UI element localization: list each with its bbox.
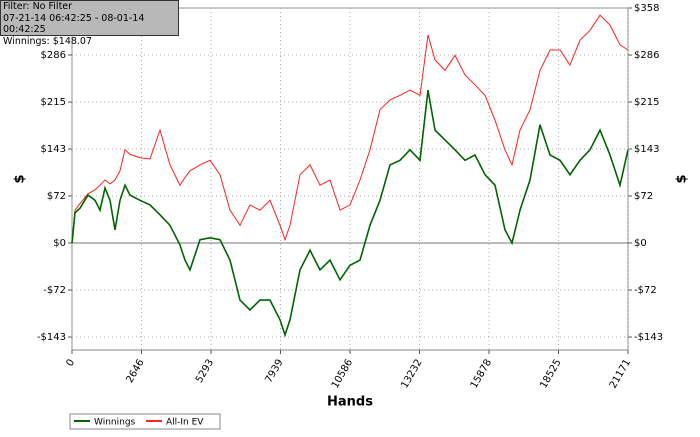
info-winnings: Winnings: $148.07 xyxy=(3,35,93,47)
series-line xyxy=(71,14,629,244)
info-range: 07-21-14 06:42:25 - 08-01-14 00:42:25 xyxy=(3,12,145,36)
x-tick-label: 18525 xyxy=(538,358,563,391)
y2-tick-label: $143 xyxy=(634,144,659,155)
legend-label: All-In EV xyxy=(166,418,204,428)
y2-tick-label: $72 xyxy=(634,191,653,202)
y-tick-label: $0 xyxy=(53,238,66,249)
y2-axis-title: $ xyxy=(675,174,690,183)
y-tick-label: $286 xyxy=(41,50,66,61)
x-tick-label: 5293 xyxy=(194,358,216,386)
x-tick-label: 13232 xyxy=(399,358,424,391)
y2-tick-label: -$143 xyxy=(634,332,663,343)
x-tick-label: 21171 xyxy=(608,358,633,391)
y-tick-label: $72 xyxy=(47,191,66,202)
y2-tick-label: $215 xyxy=(634,97,659,108)
legend xyxy=(69,413,221,430)
x-tick-label: 10586 xyxy=(330,358,355,391)
y2-tick-label: $0 xyxy=(634,238,647,249)
y-tick-label: $143 xyxy=(41,144,66,155)
x-tick-label: 15878 xyxy=(469,357,494,390)
x-tick-label: 7939 xyxy=(263,358,285,386)
y-axis-title: $ xyxy=(13,174,28,183)
y2-tick-label: $358 xyxy=(634,3,659,14)
y2-tick-label: -$72 xyxy=(634,285,657,296)
y-tick-label: -$72 xyxy=(43,285,66,296)
series-line xyxy=(71,89,629,338)
info-box: Filter: No Filter 07-21-14 06:42:25 - 08… xyxy=(0,0,179,47)
plot-frame xyxy=(71,7,629,351)
y2-tick-label: $286 xyxy=(634,50,659,61)
y-tick-label: -$143 xyxy=(37,332,66,343)
x-tick-label: 2646 xyxy=(124,358,146,386)
legend-label: Winnings xyxy=(94,418,136,428)
x-tick-label: 0 xyxy=(64,358,77,369)
info-filter: Filter: No Filter xyxy=(3,1,73,12)
x-axis-title: Hands xyxy=(327,395,373,410)
y-tick-label: $215 xyxy=(41,97,66,108)
